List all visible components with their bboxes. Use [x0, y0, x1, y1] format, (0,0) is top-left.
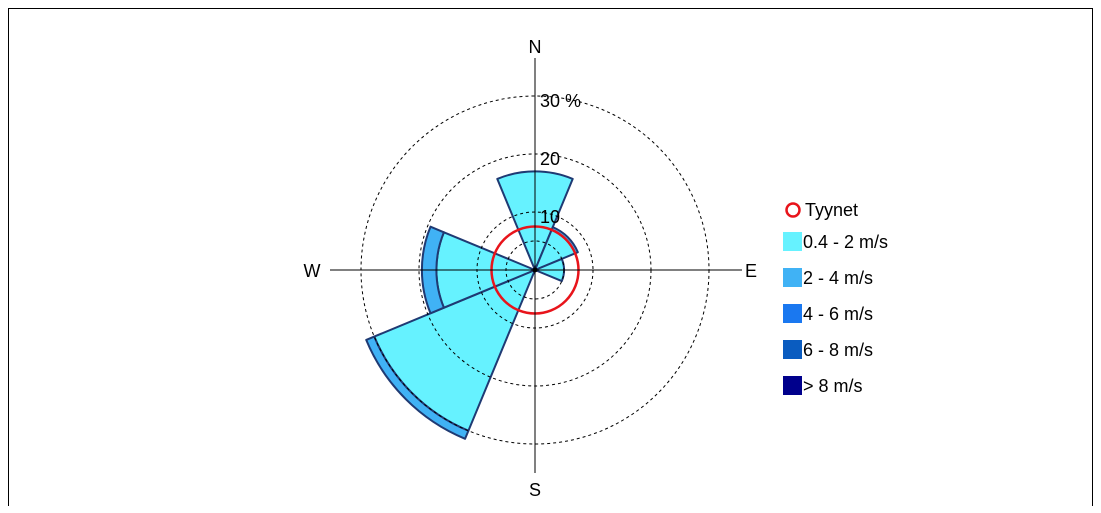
labels-layer: N S W E 10 20 30 % — [304, 37, 758, 500]
compass-label-south: S — [529, 480, 541, 500]
legend: Tyynet 0.4 - 2 m/s 2 - 4 m/s 4 - 6 m/s 6 - 8… — [783, 200, 888, 396]
legend-label-3: 6 - 8 m/s — [803, 340, 873, 360]
legend-swatch-3 — [783, 340, 802, 359]
radial-tick-10: 10 — [540, 207, 560, 227]
wedge-sw-class-1 — [365, 335, 470, 440]
compass-label-east: E — [745, 261, 757, 281]
legend-swatch-2 — [783, 304, 802, 323]
compass-label-west: W — [304, 261, 321, 281]
compass-label-north: N — [529, 37, 542, 57]
legend-label-1: 2 - 4 m/s — [803, 268, 873, 288]
legend-label-4: > 8 m/s — [803, 376, 863, 396]
legend-label-2: 4 - 6 m/s — [803, 304, 873, 324]
legend-calm-label: Tyynet — [805, 200, 858, 220]
axes-layer — [330, 58, 742, 473]
center-point — [532, 267, 538, 273]
legend-swatch-0 — [783, 232, 802, 251]
legend-label-0: 0.4 - 2 m/s — [803, 232, 888, 252]
radial-tick-30: 30 % — [540, 91, 581, 111]
legend-swatch-1 — [783, 268, 802, 287]
legend-calm-icon — [785, 202, 801, 218]
radial-tick-20: 20 — [540, 149, 560, 169]
legend-swatch-4 — [783, 376, 802, 395]
